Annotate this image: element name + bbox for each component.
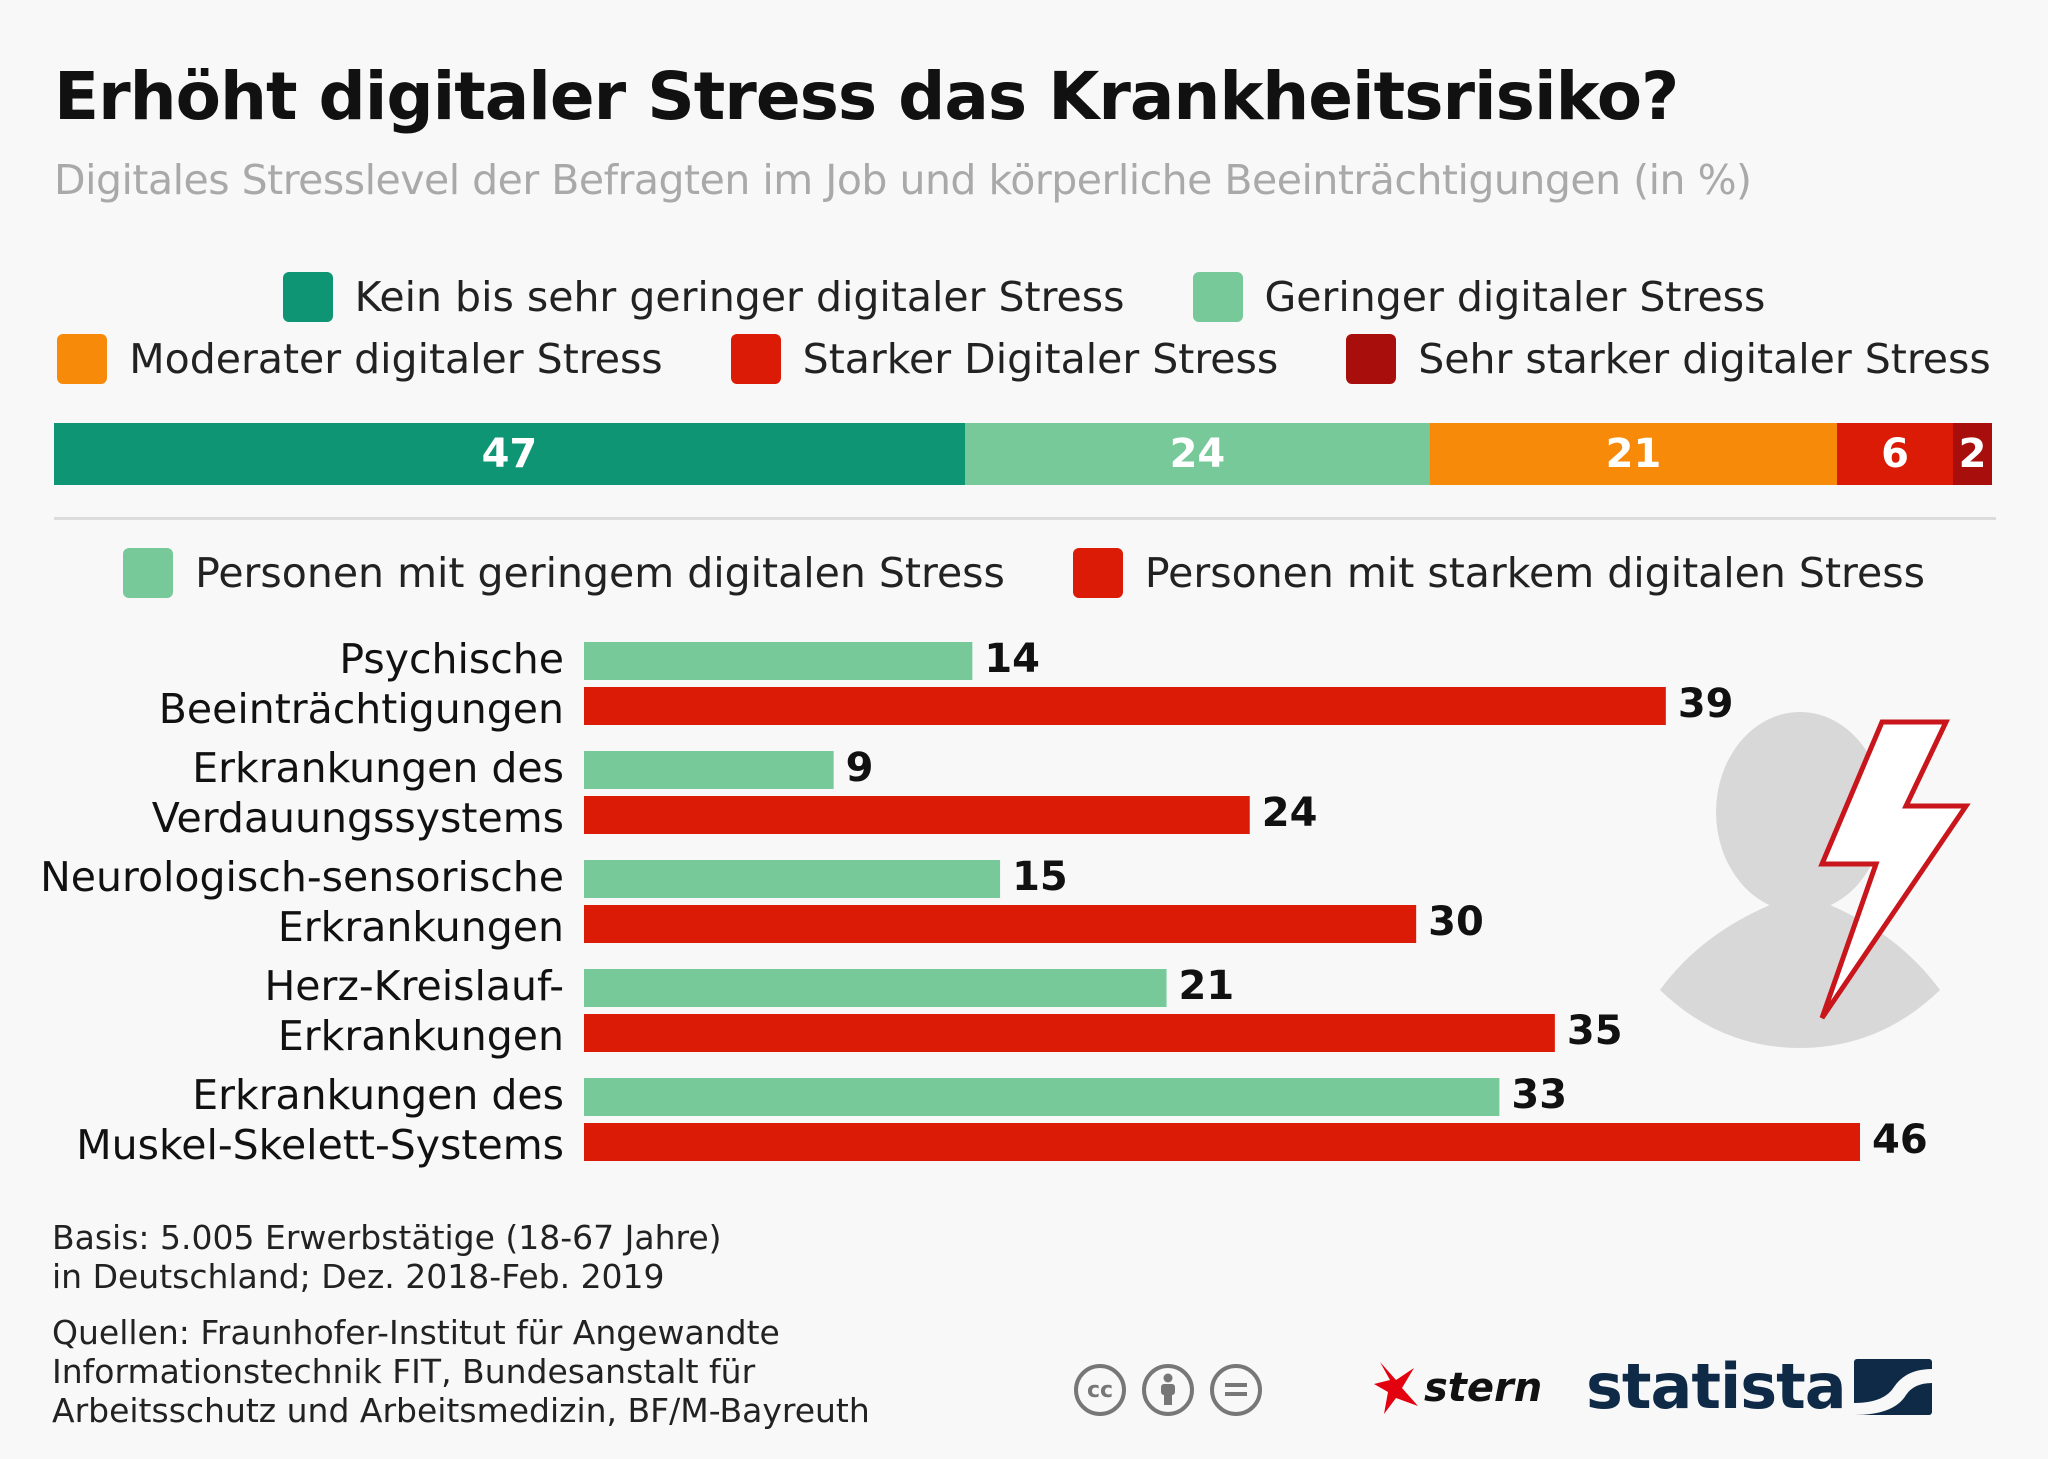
- stacked-segment: 24: [964, 423, 1430, 485]
- stress-stacked-bar: 47 24 21 6 2: [54, 423, 1992, 485]
- legend-swatch: [1192, 272, 1243, 322]
- divider: [54, 517, 1996, 520]
- bar-value-label: 9: [846, 745, 874, 791]
- category-label: Neurologisch-sensorische: [40, 853, 564, 901]
- bar-value-label: 15: [1012, 854, 1068, 900]
- bar: [584, 860, 1001, 898]
- lightning-bolt-icon: [1818, 719, 1971, 1020]
- sources-line-3: Arbeitsschutz und Arbeitsmedizin, BF/M-B…: [52, 1391, 870, 1430]
- legend-item: Kein bis sehr geringer digitaler Stress: [282, 272, 1125, 322]
- legend-item: Personen mit starkem digitalen Stress: [1072, 548, 1925, 598]
- bar-value-label: 14: [984, 636, 1040, 682]
- bar: [584, 1078, 1500, 1116]
- bar: [584, 642, 973, 680]
- category-label: Herz-Kreislauf-: [264, 962, 564, 1010]
- legend-item: Geringer digitaler Stress: [1192, 272, 1766, 322]
- legend-label: Moderater digitaler Stress: [129, 335, 663, 383]
- legend-swatch: [730, 334, 781, 384]
- stacked-segment: 21: [1429, 423, 1837, 485]
- nd-icon[interactable]: [1210, 1364, 1262, 1416]
- legend-label: Personen mit geringem digitalen Stress: [195, 549, 1005, 597]
- stern-logo: stern: [1374, 1362, 1542, 1414]
- category-label: Erkrankungen: [278, 1012, 564, 1060]
- legend-label: Starker Digitaler Stress: [802, 335, 1279, 383]
- legend-swatch: [1072, 548, 1123, 598]
- bar-value-label: 30: [1428, 899, 1484, 945]
- bar-value-label: 39: [1678, 681, 1734, 727]
- bar: [584, 969, 1167, 1007]
- chart-subtitle: Digitales Stresslevel der Befragten im J…: [54, 156, 1752, 204]
- bar: [584, 1123, 1860, 1161]
- stacked-segment: 47: [54, 423, 965, 485]
- legend-item: Moderater digitaler Stress: [57, 334, 663, 384]
- statista-mark-icon: [1853, 1358, 1932, 1415]
- legend-item: Sehr starker digitaler Stress: [1346, 334, 1991, 384]
- bar-value-label: 35: [1567, 1008, 1623, 1054]
- legend-swatch: [282, 272, 333, 322]
- category-label: Beeinträchtigungen: [159, 685, 564, 733]
- sources-line-2: Informationstechnik FIT, Bundesanstalt f…: [52, 1352, 756, 1391]
- legend-swatch: [123, 548, 174, 598]
- category-label: Verdauungssystems: [152, 794, 564, 842]
- sources-line-1: Quellen: Fraunhofer-Institut für Angewan…: [52, 1313, 780, 1352]
- bar: [584, 751, 834, 789]
- stacked-segment: 6: [1836, 423, 1954, 485]
- legend-label: Geringer digitaler Stress: [1264, 273, 1766, 321]
- footer-basis: Basis: 5.005 Erwerbstätige (18-67 Jahre)…: [52, 1218, 722, 1296]
- license-icons: cc: [1074, 1364, 1278, 1416]
- legend-label: Sehr starker digitaler Stress: [1418, 335, 1991, 383]
- statista-logo: statista: [1586, 1350, 1932, 1423]
- stacked-segment: 2: [1953, 423, 1992, 485]
- stress-legend-row-1: Kein bis sehr geringer digitaler Stress G…: [0, 272, 2048, 322]
- legend-label: Kein bis sehr geringer digitaler Stress: [354, 273, 1125, 321]
- legend-item: Personen mit geringem digitalen Stress: [123, 548, 1005, 598]
- bar-value-label: 24: [1262, 790, 1318, 836]
- category-label: Erkrankungen des: [192, 744, 564, 792]
- category-label: Erkrankungen des: [192, 1071, 564, 1119]
- cc-icon[interactable]: cc: [1074, 1364, 1126, 1416]
- legend-label: Personen mit starkem digitalen Stress: [1144, 549, 1925, 597]
- stern-star-icon: [1374, 1362, 1418, 1414]
- chart-title: Erhöht digitaler Stress das Krankheitsri…: [54, 58, 1679, 135]
- bar: [584, 796, 1250, 834]
- footer-sources: Quellen: Fraunhofer-Institut für Angewan…: [52, 1313, 870, 1430]
- bar: [584, 905, 1417, 943]
- legend-swatch: [57, 334, 108, 384]
- basis-line-1: Basis: 5.005 Erwerbstätige (18-67 Jahre): [52, 1218, 722, 1257]
- by-icon[interactable]: [1142, 1364, 1194, 1416]
- category-label: Erkrankungen: [278, 903, 564, 951]
- bar-value-label: 46: [1872, 1117, 1928, 1163]
- bar: [584, 687, 1666, 725]
- category-label: Psychische: [339, 635, 564, 683]
- stress-legend-row-2: Moderater digitaler Stress Starker Digita…: [0, 334, 2048, 384]
- legend-item: Starker Digitaler Stress: [730, 334, 1279, 384]
- basis-line-2: in Deutschland; Dez. 2018-Feb. 2019: [52, 1257, 665, 1296]
- category-label: Muskel-Skelett-Systems: [76, 1121, 564, 1169]
- bar-value-label: 33: [1511, 1072, 1567, 1118]
- bar-value-label: 21: [1179, 963, 1235, 1009]
- legend-swatch: [1346, 334, 1397, 384]
- group-legend: Personen mit geringem digitalen Stress Pe…: [0, 548, 2048, 598]
- bar: [584, 1014, 1555, 1052]
